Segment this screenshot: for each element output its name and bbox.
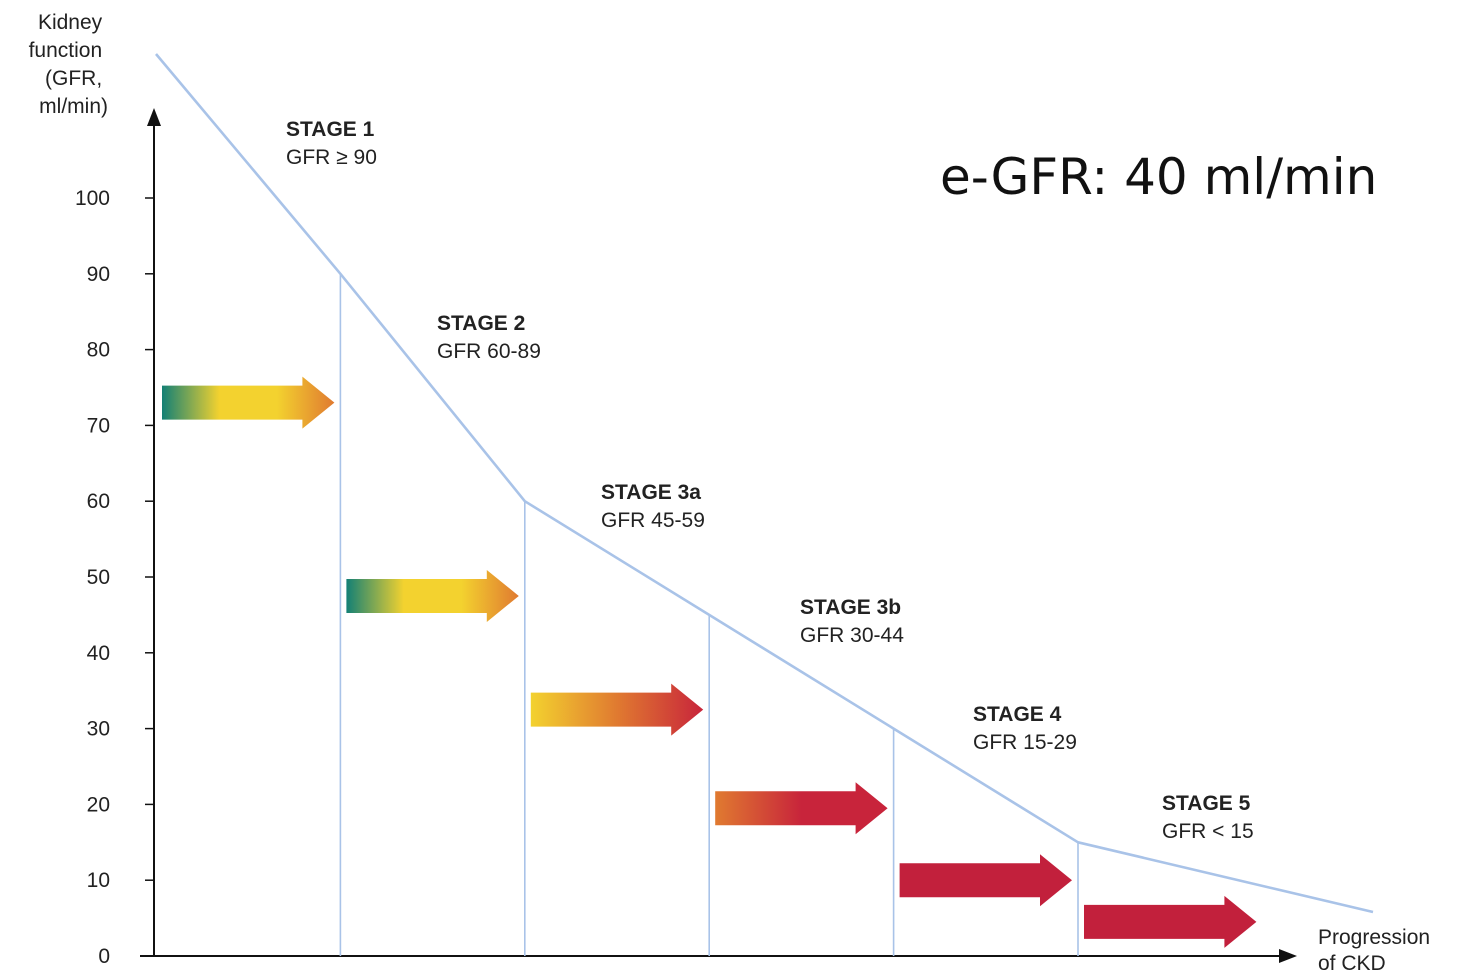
y-tick-label: 40 [87,642,110,665]
stage-range: GFR 60-89 [437,340,541,363]
stage-label-1: STAGE 1 GFR ≥ 90 [286,118,377,169]
stage-range: GFR < 15 [1162,820,1254,843]
stage-name: STAGE 3b [800,596,901,619]
stage-label-4: STAGE 4 GFR 15-29 [973,703,1077,754]
y-tick-label: 60 [87,490,110,513]
progression-arrow [715,782,888,835]
y-axis-title-line: ml/min) [39,95,108,118]
progression-arrow [899,854,1072,907]
stage-range: GFR ≥ 90 [286,146,377,169]
stage-range: GFR 30-44 [800,624,904,647]
y-axis-title-line: function [29,39,103,62]
stage-range: GFR 45-59 [601,509,705,532]
y-tick-label: 100 [75,187,110,210]
stage-label-5: STAGE 5 GFR < 15 [1162,792,1254,843]
y-tick-label: 20 [87,793,110,816]
progression-arrows [162,376,1257,948]
x-axis-arrowhead [1279,949,1297,963]
y-tick-label: 70 [87,414,110,437]
y-tick-label: 90 [87,263,110,286]
stage-name: STAGE 4 [973,703,1062,726]
gfr-decline-line [155,53,1374,914]
stage-boundaries [339,273,1079,956]
y-tick-label: 10 [87,869,110,892]
x-axis-title-line: of CKD [1318,952,1386,974]
stage-label-2: STAGE 2 GFR 60-89 [437,312,541,363]
y-tick-label: 0 [98,945,110,968]
stage-name: STAGE 2 [437,312,525,335]
y-tick-label: 30 [87,718,110,741]
progression-arrow [530,683,704,736]
gfr-line-layer [155,53,1374,914]
y-axis-arrowhead [147,108,161,126]
y-axis-title: Kidney function (GFR, ml/min) [29,11,108,118]
stage-range: GFR 15-29 [973,731,1077,754]
progression-arrow [346,569,519,622]
progression-arrow [1084,895,1257,948]
y-axis-ticks: 0 10 20 30 40 50 60 70 80 90 100 [75,187,154,968]
stage-label-3b: STAGE 3b GFR 30-44 [800,596,904,647]
y-axis-title-line: (GFR, [45,67,102,90]
stage-name: STAGE 3a [601,481,701,504]
y-tick-label: 80 [87,339,110,362]
progression-arrow [162,376,335,429]
stage-name: STAGE 5 [1162,792,1251,815]
x-axis-title-line: Progression [1318,926,1430,949]
stage-label-3a: STAGE 3a GFR 45-59 [601,481,705,532]
stage-name: STAGE 1 [286,118,375,141]
y-tick-label: 50 [87,566,110,589]
x-axis-title: Progression of CKD [1318,926,1436,974]
egfr-annotation: e-GFR: 40 ml/min [940,148,1377,206]
y-axis-title-line: Kidney [38,11,103,34]
